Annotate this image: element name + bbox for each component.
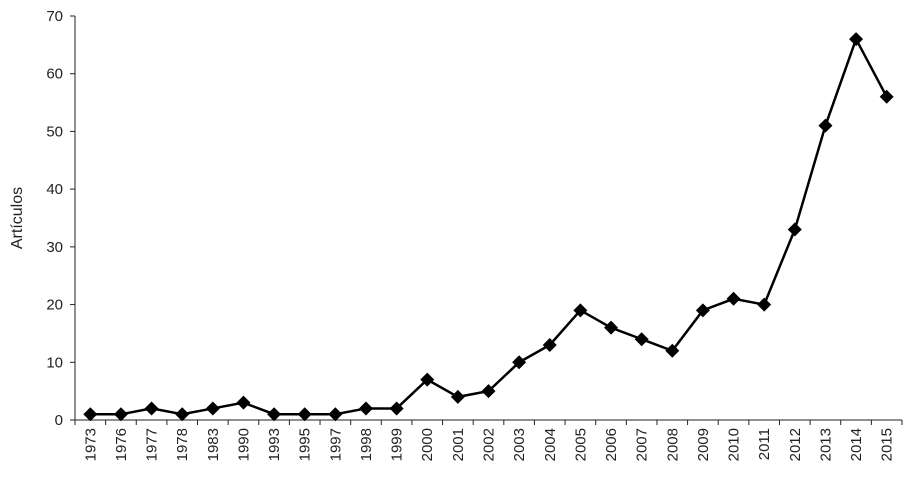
y-tick-label: 10 [46, 354, 63, 371]
data-point-marker [542, 337, 557, 352]
y-tick-label: 60 [46, 66, 63, 83]
data-point-marker [726, 291, 741, 306]
x-tick-label: 1993 [266, 428, 283, 461]
data-point-marker [818, 118, 833, 133]
data-point-marker [236, 395, 251, 410]
x-tick-label: 2006 [603, 428, 620, 461]
y-tick-label: 70 [46, 8, 63, 25]
y-axis-label: Artículos [9, 187, 26, 249]
data-point-marker [389, 401, 404, 416]
x-tick-label: 1997 [327, 428, 344, 461]
y-tick-label: 0 [55, 412, 63, 429]
x-tick-label: 2003 [511, 428, 528, 461]
x-tick-label: 2001 [450, 428, 467, 461]
data-point-marker [849, 32, 864, 47]
x-tick-label: 2007 [634, 428, 651, 461]
data-point-marker [481, 384, 496, 399]
series-group [83, 32, 894, 422]
data-point-marker [420, 372, 435, 387]
y-tick-label: 20 [46, 297, 63, 314]
data-point-marker [512, 355, 527, 370]
y-tick-label: 30 [46, 239, 63, 256]
data-point-marker [573, 303, 588, 318]
data-point-marker [695, 303, 710, 318]
data-point-marker [267, 407, 282, 422]
x-tick-label: 2015 [879, 428, 896, 461]
data-point-marker [757, 297, 772, 312]
data-point-marker [634, 332, 649, 347]
data-point-marker [205, 401, 220, 416]
x-tick-label: 2009 [695, 428, 712, 461]
x-tick-label: 2011 [756, 428, 773, 460]
data-point-marker [879, 89, 894, 104]
x-tick-label: 2013 [817, 428, 834, 461]
data-point-marker [175, 407, 190, 422]
axes [74, 16, 902, 421]
data-point-marker [144, 401, 159, 416]
x-tick-label: 2014 [848, 428, 865, 461]
x-tick-label: 2010 [726, 428, 743, 461]
x-tick-label: 1998 [358, 428, 375, 461]
y-tick-label: 40 [46, 181, 63, 198]
x-tick-label: 2005 [572, 428, 589, 461]
data-point-marker [328, 407, 343, 422]
x-tick-label: 1990 [235, 428, 252, 461]
x-tick-label: 2002 [481, 428, 498, 461]
data-point-marker [450, 389, 465, 404]
series-line [90, 35, 888, 416]
x-axis-ticks: 1973 1976 1977 1978 1983 1990 1993 1995 1997 1998… [74, 420, 903, 461]
data-point-marker [113, 407, 128, 422]
x-tick-label: 1983 [205, 428, 222, 461]
x-tick-label: 1978 [174, 428, 191, 461]
x-tick-label: 1976 [113, 428, 130, 461]
y-tick-label: 50 [46, 123, 63, 140]
y-axis-ticks: 0 10 20 30 40 50 60 70 [46, 8, 75, 429]
x-tick-label: 1973 [82, 428, 99, 461]
data-point-marker [665, 343, 680, 358]
data-point-marker [604, 320, 619, 335]
x-tick-label: 2004 [542, 428, 559, 461]
data-point-marker [787, 222, 802, 237]
data-point-marker [358, 401, 373, 416]
x-tick-label: 1995 [297, 428, 314, 461]
x-tick-label: 2008 [664, 428, 681, 461]
x-tick-label: 1977 [144, 428, 161, 461]
x-tick-label: 1999 [389, 428, 406, 461]
data-point-marker [297, 407, 312, 422]
data-point-marker [83, 407, 98, 422]
x-tick-label: 2000 [419, 428, 436, 461]
x-tick-label: 2012 [787, 428, 804, 461]
